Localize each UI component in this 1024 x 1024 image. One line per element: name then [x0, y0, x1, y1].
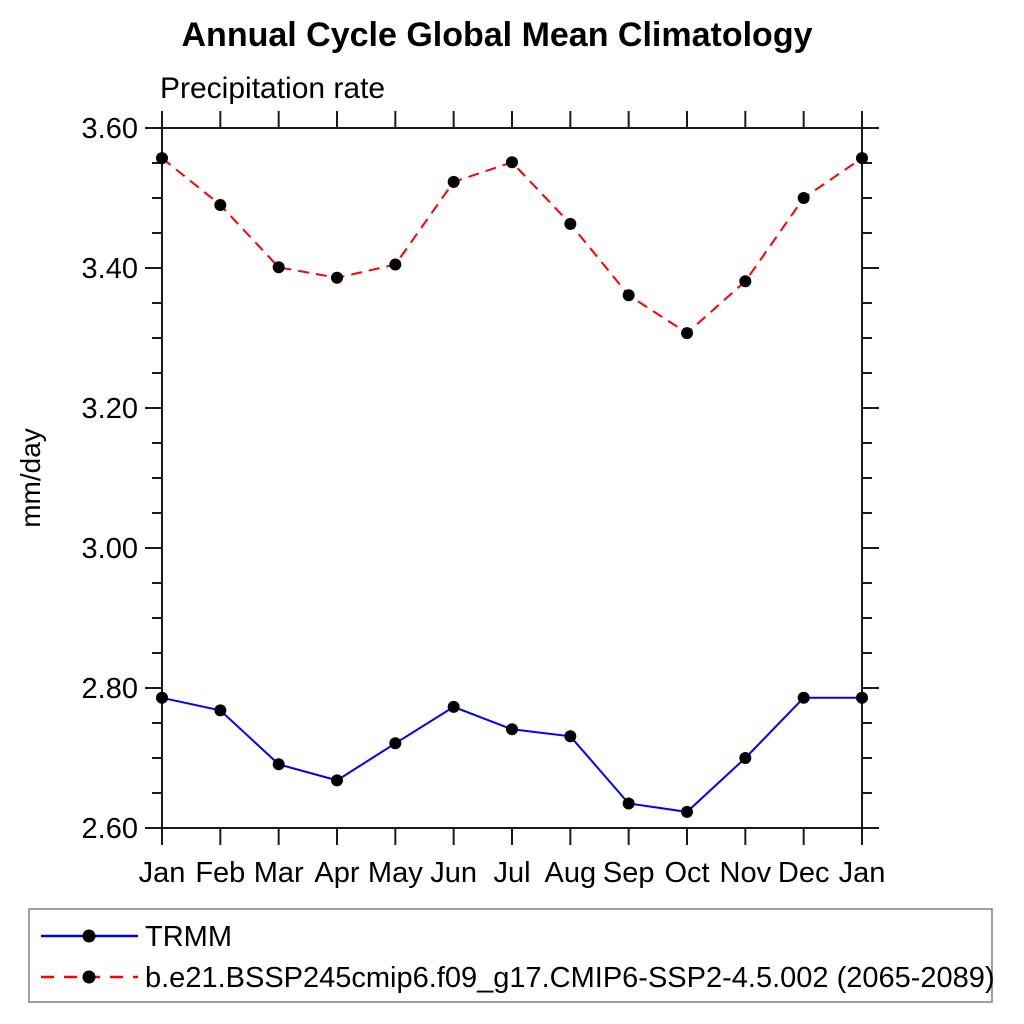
data-point-marker	[389, 737, 402, 750]
x-tick-label: May	[368, 857, 423, 889]
data-point-marker	[447, 175, 460, 188]
y-tick-label: 3.60	[82, 113, 138, 145]
legend-box	[28, 908, 993, 1003]
data-point-marker	[214, 199, 227, 211]
series-lines	[156, 152, 868, 818]
series-line-0	[161, 696, 862, 813]
data-point-marker	[739, 275, 752, 288]
model-marker-icon	[82, 970, 96, 984]
legend-entry-trmm: TRMM	[41, 921, 232, 953]
x-tick-label: Dec	[778, 857, 830, 889]
data-point-marker	[856, 691, 868, 704]
chart-subtitle: Precipitation rate	[160, 72, 385, 105]
series-line-1	[161, 157, 863, 335]
data-point-marker	[681, 805, 693, 818]
x-tick-label: Sep	[603, 857, 655, 889]
data-point-marker	[389, 258, 402, 271]
y-tick-label: 2.60	[82, 813, 138, 845]
data-point-marker	[331, 271, 343, 284]
data-point-marker	[739, 752, 752, 764]
x-tick-label: Aug	[545, 857, 597, 889]
legend-entry-model: b.e21.BSSP245cmip6.f09_g17.CMIP6-SSP2-4.…	[41, 962, 995, 994]
x-tick-label: Feb	[195, 857, 245, 889]
x-tick-label: Jul	[493, 857, 530, 889]
legend: TRMM b.e21.BSSP245cmip6.f09_g17.CMIP6-SS…	[28, 908, 995, 1003]
x-tick-label: Jan	[139, 857, 186, 889]
x-tick-label: Oct	[664, 857, 709, 889]
data-point-marker	[214, 704, 227, 717]
data-point-marker	[681, 327, 693, 340]
y-tick-label: 3.40	[82, 253, 138, 285]
legend-label-model: b.e21.BSSP245cmip6.f09_g17.CMIP6-SSP2-4.…	[145, 962, 995, 994]
chart-title: Annual Cycle Global Mean Climatology	[182, 16, 813, 54]
x-tick-label: Nov	[720, 857, 772, 889]
data-point-marker	[564, 730, 577, 743]
data-point-marker	[797, 192, 810, 204]
y-tick-label: 2.80	[82, 673, 138, 705]
data-point-marker	[564, 217, 577, 230]
x-tick-label: Mar	[254, 857, 304, 889]
x-tick-label: Apr	[314, 857, 359, 889]
data-point-marker	[622, 289, 635, 302]
data-point-marker	[622, 797, 635, 810]
x-tick-label: Jun	[430, 857, 477, 889]
data-point-marker	[506, 156, 518, 169]
data-point-marker	[447, 700, 460, 713]
legend-label-trmm: TRMM	[145, 921, 232, 953]
data-point-marker	[797, 691, 810, 704]
y-axis-label: mm/day	[15, 428, 46, 528]
data-point-marker	[272, 261, 285, 274]
plot-frame	[161, 127, 863, 829]
trmm-marker-icon	[82, 929, 96, 943]
data-point-marker	[156, 691, 168, 704]
data-point-marker	[156, 152, 168, 165]
data-point-marker	[856, 152, 868, 165]
y-tick-label: 3.00	[82, 533, 138, 565]
data-point-marker	[331, 774, 343, 787]
x-tick-label: Jan	[839, 857, 886, 889]
data-point-marker	[506, 723, 518, 736]
data-point-marker	[272, 758, 285, 771]
y-tick-label: 3.20	[82, 393, 138, 425]
axes: Jan Feb Mar Apr May Jun Jul Aug Sep Oct Nov Dec Jan2…	[82, 111, 886, 889]
